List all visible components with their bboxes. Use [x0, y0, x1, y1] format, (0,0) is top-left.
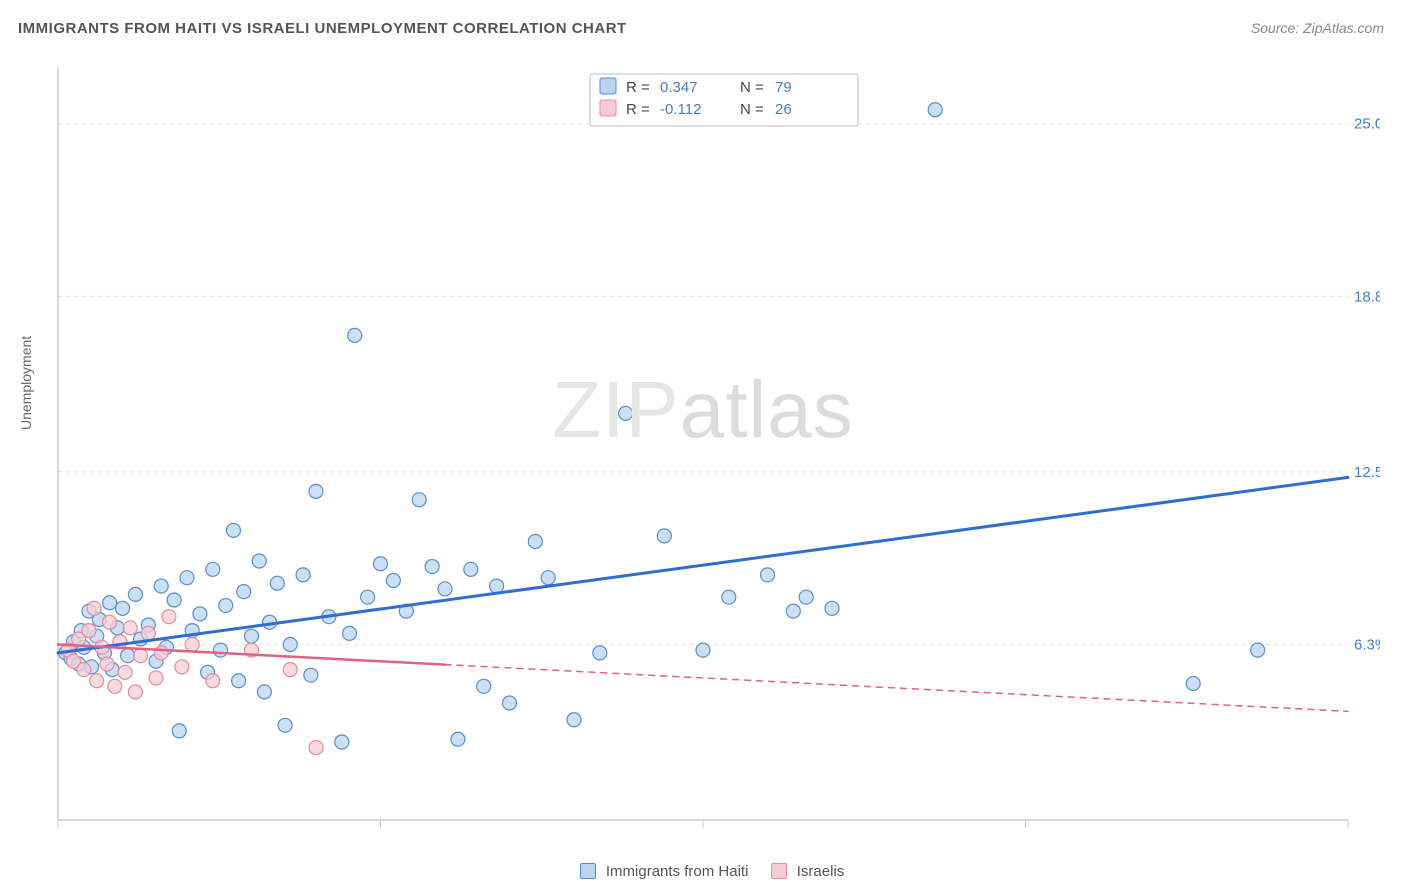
svg-text:R =: R = [626, 101, 650, 118]
svg-text:N =: N = [740, 101, 764, 118]
svg-text:0.347: 0.347 [660, 79, 698, 96]
svg-text:6.3%: 6.3% [1354, 637, 1380, 654]
svg-text:18.8%: 18.8% [1354, 288, 1380, 305]
legend-swatch-haiti [580, 863, 596, 879]
svg-text:-0.112: -0.112 [660, 101, 701, 118]
svg-text:N =: N = [740, 79, 764, 96]
svg-text:12.5%: 12.5% [1354, 464, 1380, 481]
svg-text:25.0%: 25.0% [1354, 116, 1380, 133]
legend-label-haiti: Immigrants from Haiti [606, 863, 749, 880]
source-attribution: Source: ZipAtlas.com [1251, 20, 1384, 36]
legend-label-israelis: Israelis [797, 863, 845, 880]
correlation-scatter-chart: 6.3%12.5%18.8%25.0%0.0%50.0%R =0.347N =7… [50, 60, 1380, 830]
svg-text:R =: R = [626, 79, 650, 96]
svg-text:26: 26 [775, 101, 792, 118]
y-axis-label: Unemployment [18, 336, 34, 430]
legend-swatch-israelis [771, 863, 787, 879]
chart-title: IMMIGRANTS FROM HAITI VS ISRAELI UNEMPLO… [18, 20, 627, 37]
svg-text:79: 79 [775, 79, 792, 96]
bottom-legend: Immigrants from Haiti Israelis [0, 863, 1406, 880]
